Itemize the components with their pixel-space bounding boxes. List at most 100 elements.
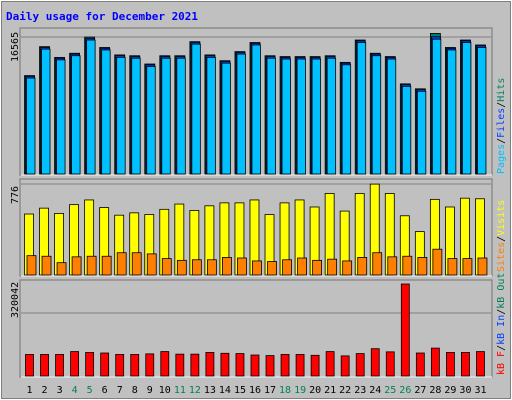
kbytes-legend-text: kB F/kB In/kB Out	[496, 273, 507, 375]
hits-legend-text-entry: Files	[496, 108, 507, 138]
day-label: 13	[204, 385, 216, 396]
kbytes-bar	[310, 354, 320, 377]
kbytes-bar	[145, 353, 155, 377]
day-label: 22	[339, 385, 351, 396]
sites-bar	[297, 257, 307, 276]
pages-bar	[311, 58, 322, 175]
pages-bar	[56, 59, 66, 175]
sites-bar	[237, 257, 247, 276]
pages-bar	[86, 39, 96, 175]
day-label: 18	[279, 385, 291, 396]
day-label: 30	[459, 385, 471, 396]
day-label: 8	[132, 385, 138, 396]
pages-bar	[401, 85, 412, 175]
day-label: 11	[174, 385, 186, 396]
sites-bar	[41, 255, 52, 276]
pages-bar	[462, 42, 472, 175]
day-label: 9	[147, 385, 153, 396]
kbytes-bar	[85, 352, 95, 377]
hits-ymax-label: 16565	[10, 32, 21, 62]
sites-bar	[462, 258, 473, 276]
day-label: 25	[384, 385, 396, 396]
kbytes-bar	[430, 347, 440, 377]
kbytes-legend: kB F/kB In/kB Out	[496, 273, 507, 375]
pages-bar	[71, 55, 81, 175]
sites-bar	[447, 258, 458, 276]
kbytes-bar	[40, 354, 49, 377]
day-label: 14	[219, 385, 231, 396]
day-label: 28	[429, 385, 441, 396]
kbytes-bar	[265, 355, 275, 377]
day-label: 2	[42, 385, 48, 396]
pages-bar	[266, 57, 276, 175]
kbytes-bar	[250, 354, 260, 377]
day-label: 4	[72, 385, 78, 396]
day-label: 20	[309, 385, 321, 396]
kbytes-bar	[446, 352, 455, 377]
sites-bar	[191, 259, 202, 276]
sites-bar	[387, 256, 398, 276]
kbytes-bar	[415, 352, 425, 377]
day-label: 19	[294, 385, 306, 396]
kbytes-bar	[175, 353, 185, 377]
pages-bar	[41, 48, 51, 175]
pages-bar	[296, 58, 306, 175]
kbytes-bar	[325, 351, 335, 377]
pages-bar	[447, 49, 457, 175]
pages-bar	[26, 77, 36, 175]
visits-bars	[24, 183, 488, 276]
pages-bar	[431, 38, 442, 175]
pages-bar	[236, 53, 246, 175]
hits-legend-text-entry: /	[496, 102, 507, 108]
visits-legend-text-entry: Sites	[496, 242, 507, 272]
sites-bar	[222, 257, 232, 276]
day-label: 5	[87, 385, 93, 396]
sites-bar	[176, 259, 187, 276]
kbytes-bar	[235, 353, 245, 377]
sites-bar	[146, 253, 157, 276]
visits-panel: 776 Sites/Visits	[10, 178, 507, 277]
kbytes-bar	[55, 354, 64, 377]
pages-bar	[386, 58, 397, 175]
kbytes-bar	[280, 354, 290, 377]
hits-panel: 16565 Pages/Files/Hits	[10, 27, 507, 176]
pages-bar	[416, 90, 427, 175]
kbytes-bar	[25, 354, 34, 377]
day-label: 12	[189, 385, 201, 396]
pages-bar	[371, 55, 382, 175]
sites-bar	[417, 257, 428, 276]
visits-legend-text-entry: Visits	[496, 200, 507, 236]
day-label: 21	[324, 385, 336, 396]
sites-bar	[26, 255, 37, 276]
pages-bar	[206, 56, 216, 175]
kbytes-bar	[340, 355, 350, 377]
day-labels: 1 2 3 4 5 6 7 8 9 10 11 12 13 14 15 16 17 18 19 20 21 22 23 24 2…	[27, 385, 487, 396]
hits-legend-text-entry: Pages	[496, 144, 507, 174]
pages-bar	[131, 57, 141, 175]
sites-bar	[267, 261, 277, 276]
sites-bar	[206, 259, 217, 276]
day-label: 23	[354, 385, 366, 396]
pages-bar	[101, 49, 111, 175]
pages-bar	[356, 42, 367, 175]
kbytes-bar	[385, 351, 395, 377]
pages-bar	[281, 58, 291, 175]
day-label: 3	[57, 385, 63, 396]
day-label: 1	[27, 385, 33, 396]
kbytes-legend-text-entry: /	[496, 345, 507, 351]
day-label: 15	[234, 385, 246, 396]
sites-bar	[101, 255, 112, 276]
sites-bar	[357, 257, 368, 276]
hits-bars	[24, 33, 487, 175]
pages-bar	[191, 43, 201, 175]
kbytes-bar	[160, 351, 170, 377]
kbytes-bar	[370, 348, 380, 377]
pages-bar	[176, 57, 186, 175]
kbytes-bar	[190, 353, 200, 377]
sites-bar	[372, 252, 383, 276]
hits-legend-text-entry: /	[496, 138, 507, 144]
sites-bar	[402, 255, 413, 276]
kbytes-bar	[295, 354, 305, 377]
